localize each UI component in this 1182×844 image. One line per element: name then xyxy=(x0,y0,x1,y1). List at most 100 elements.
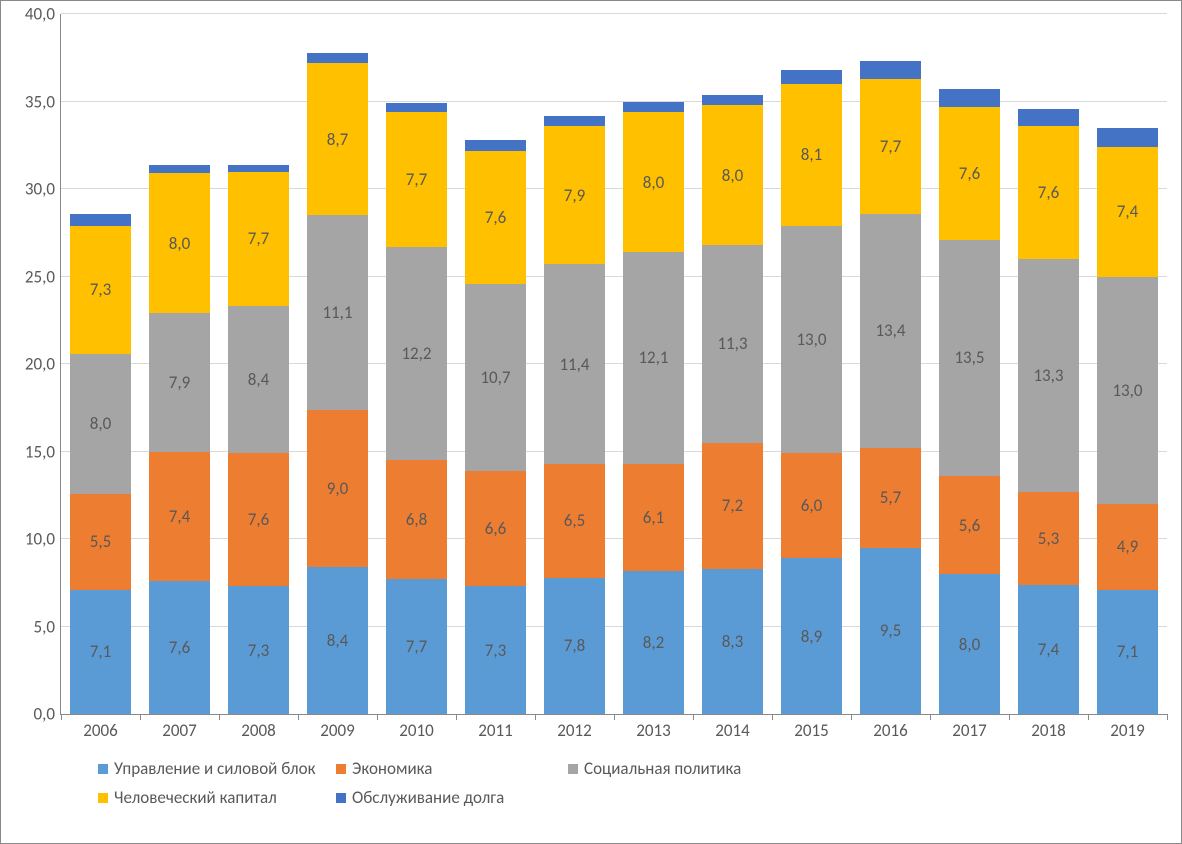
bar-value-label: 5,3 xyxy=(1038,528,1059,549)
bar-value-label: 8,1 xyxy=(801,144,822,165)
bar-value-label: 8,7 xyxy=(327,129,348,150)
bar-segment-s4: 7,6 xyxy=(1018,126,1080,259)
x-tick xyxy=(851,714,852,720)
bar-value-label: 5,6 xyxy=(959,515,980,536)
bar-value-label: 6,6 xyxy=(485,518,506,539)
bar-value-label: 13,3 xyxy=(1033,365,1063,386)
bar-segment-s2: 6,5 xyxy=(544,464,606,578)
bar-value-label: 7,3 xyxy=(90,279,111,300)
x-tick xyxy=(614,714,615,720)
bar-value-label: 7,2 xyxy=(722,495,743,516)
bar-value-label: 11,4 xyxy=(559,354,589,375)
bar-slot: 8,05,613,57,62017 xyxy=(930,14,1009,714)
bar-segment-s4: 8,7 xyxy=(307,63,369,215)
bar-value-label: 7,7 xyxy=(406,636,427,657)
stacked-bar: 8,49,011,18,7 xyxy=(307,53,369,715)
bar-value-label: 11,3 xyxy=(717,333,747,354)
bar-segment-s5 xyxy=(1097,128,1159,147)
bar-slot: 7,15,58,07,32006 xyxy=(61,14,140,714)
legend-swatch xyxy=(568,764,578,774)
bar-segment-s2: 7,4 xyxy=(149,452,211,582)
bar-segment-s2: 5,3 xyxy=(1018,492,1080,585)
bar-segment-s1: 8,9 xyxy=(781,558,843,714)
bar-segment-s4: 8,1 xyxy=(781,84,843,226)
bar-segment-s5 xyxy=(544,116,606,127)
plot-area: 0,05,010,015,020,025,030,035,040,07,15,5… xyxy=(60,14,1167,715)
bar-segment-s1: 8,3 xyxy=(702,569,764,714)
bar-value-label: 10,7 xyxy=(480,367,510,388)
bar-segment-s3: 12,2 xyxy=(386,247,448,461)
x-tick-label: 2008 xyxy=(241,714,275,741)
bar-segment-s1: 7,1 xyxy=(1097,590,1159,714)
bar-value-label: 8,0 xyxy=(90,413,111,434)
bar-value-label: 7,6 xyxy=(1038,182,1059,203)
bar-segment-s5 xyxy=(702,95,764,106)
bar-slot: 8,49,011,18,72009 xyxy=(298,14,377,714)
stacked-bar: 7,37,6 8,4 7,7 xyxy=(228,165,290,715)
bar-segment-s5 xyxy=(1018,109,1080,127)
bar-value-label: 8,4 xyxy=(248,369,269,390)
stacked-bar: 8,96,0 13,0 8,1 xyxy=(781,70,843,714)
bar-slot: 9,55,713,47,72016 xyxy=(851,14,930,714)
y-tick-label: 35,0 xyxy=(25,91,61,112)
x-tick-label: 2013 xyxy=(636,714,670,741)
x-tick xyxy=(535,714,536,720)
bar-segment-s2: 9,0 xyxy=(307,410,369,568)
legend-swatch xyxy=(98,764,108,774)
bar-segment-s4: 7,4 xyxy=(1097,147,1159,277)
stacked-bar: 9,55,713,47,7 xyxy=(860,61,922,714)
legend-label: Обслуживание долга xyxy=(352,787,504,808)
bar-value-label: 7,8 xyxy=(564,635,585,656)
bar-value-label: 8,0 xyxy=(169,233,190,254)
bar-segment-s1: 7,4 xyxy=(1018,585,1080,715)
bar-value-label: 9,0 xyxy=(327,478,348,499)
bar-segment-s4: 7,3 xyxy=(70,226,132,354)
bar-segment-s3: 7,9 xyxy=(149,313,211,451)
bar-value-label: 7,6 xyxy=(485,207,506,228)
bar-value-label: 9,5 xyxy=(880,620,901,641)
bar-value-label: 7,4 xyxy=(1038,639,1059,660)
y-tick-label: 5,0 xyxy=(34,616,61,637)
x-tick xyxy=(140,714,141,720)
y-tick-label: 10,0 xyxy=(25,529,61,550)
bar-segment-s2: 6,1 xyxy=(623,464,685,571)
bar-slot: 7,14,913,07,42019 xyxy=(1088,14,1167,714)
bar-segment-s2: 6,0 xyxy=(781,453,843,558)
bar-segment-s3: 8,0 xyxy=(70,354,132,494)
bar-segment-s1: 7,3 xyxy=(228,586,290,714)
y-tick-label: 30,0 xyxy=(25,179,61,200)
bar-segment-s3: 13,4 xyxy=(860,214,922,449)
bar-value-label: 5,5 xyxy=(90,531,111,552)
bar-value-label: 7,6 xyxy=(169,637,190,658)
bar-segment-s1: 7,3 xyxy=(465,586,527,714)
bar-value-label: 7,9 xyxy=(564,185,585,206)
bar-segment-s5 xyxy=(781,70,843,84)
bar-segment-s3: 10,7 xyxy=(465,284,527,471)
x-tick-label: 2015 xyxy=(794,714,828,741)
x-tick-label: 2007 xyxy=(162,714,196,741)
bar-segment-s3: 11,3 xyxy=(702,245,764,443)
bar-segment-s5 xyxy=(939,89,1001,107)
bar-segment-s3: 13,0 xyxy=(1097,277,1159,505)
legend-item: Обслуживание долга xyxy=(336,787,568,808)
bar-segment-s2: 7,6 xyxy=(228,453,290,586)
bar-value-label: 13,0 xyxy=(796,329,826,350)
x-tick-label: 2016 xyxy=(873,714,907,741)
bar-segment-s4: 7,7 xyxy=(228,172,290,307)
bar-segment-s1: 7,6 xyxy=(149,581,211,714)
stacked-bar: 7,76,812,27,7 xyxy=(386,103,448,714)
bar-segment-s4: 8,0 xyxy=(623,112,685,252)
y-tick-label: 40,0 xyxy=(25,4,61,25)
bar-slot: 7,76,812,27,72010 xyxy=(377,14,456,714)
bar-segment-s5 xyxy=(465,140,527,151)
x-tick-label: 2010 xyxy=(399,714,433,741)
bar-value-label: 8,0 xyxy=(722,165,743,186)
bar-segment-s5 xyxy=(307,53,369,64)
legend-label: Управление и силовой блок xyxy=(114,758,315,779)
bar-segment-s3: 11,4 xyxy=(544,264,606,464)
stacked-bar: 8,26,112,18,0 xyxy=(623,102,685,715)
x-tick xyxy=(1009,714,1010,720)
stacked-bar: 8,05,613,57,6 xyxy=(939,89,1001,714)
stacked-bar: 7,8 6,5 11,4 7,9 xyxy=(544,116,606,715)
bar-value-label: 12,2 xyxy=(401,343,431,364)
